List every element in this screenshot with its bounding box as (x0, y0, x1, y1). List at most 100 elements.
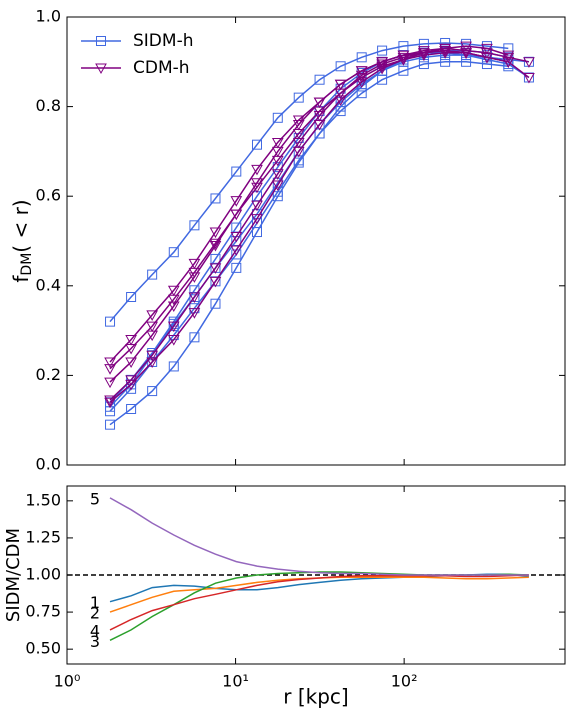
y-tick-label: 0.6 (36, 186, 61, 205)
y-label-main: f (9, 275, 33, 283)
marker (231, 262, 242, 273)
marker (146, 350, 159, 362)
x-tick-label: 10² (391, 672, 418, 691)
marker (418, 50, 430, 62)
marker (271, 169, 284, 180)
marker (271, 146, 284, 158)
marker (188, 292, 201, 304)
marker (460, 48, 472, 59)
line (109, 49, 530, 383)
marker (292, 137, 305, 149)
marker (125, 344, 137, 355)
y-label-rest: ( < r) (9, 199, 33, 252)
marker (168, 247, 179, 258)
marker (230, 209, 243, 221)
marker (231, 166, 242, 177)
marker (271, 137, 284, 149)
marker (251, 178, 263, 189)
marker (251, 227, 262, 238)
marker (356, 52, 367, 63)
line (109, 497, 529, 576)
marker (188, 308, 201, 319)
marker (209, 263, 222, 274)
y-tick-label: 0.4 (36, 275, 61, 294)
marker (439, 46, 451, 57)
line (109, 52, 509, 370)
marker (167, 321, 180, 333)
y-label-sub: DM (19, 253, 35, 276)
y-axis-label: SIDM/CDM (3, 528, 24, 622)
marker (397, 52, 410, 64)
marker (418, 48, 430, 59)
marker (271, 180, 284, 192)
marker (398, 65, 409, 76)
marker (167, 294, 180, 306)
marker (209, 227, 222, 239)
marker (146, 330, 159, 342)
y-tick-label: 1.00 (25, 565, 61, 584)
x-tick-label: 10¹ (222, 672, 249, 691)
y-tick-label: 0.8 (36, 96, 61, 115)
marker (146, 357, 159, 368)
marker (104, 364, 116, 375)
marker (502, 50, 515, 62)
marker (272, 191, 283, 202)
marker (355, 70, 368, 82)
legend-marker (96, 36, 106, 46)
x-tick-label: 10⁰ (54, 672, 81, 691)
line (109, 52, 530, 403)
marker (523, 57, 535, 68)
marker (230, 232, 243, 243)
marker (439, 43, 451, 55)
marker (104, 377, 116, 389)
marker (147, 386, 158, 397)
marker (251, 214, 263, 225)
marker (355, 77, 368, 88)
marker (126, 404, 137, 414)
marker (460, 41, 472, 53)
marker (292, 146, 305, 158)
marker (105, 419, 116, 430)
line (109, 42, 509, 323)
marker (293, 157, 304, 168)
marker (481, 54, 492, 65)
curve-label: 3 (90, 632, 100, 651)
marker (251, 139, 262, 150)
line (109, 45, 509, 403)
marker (334, 79, 347, 91)
marker (210, 298, 221, 309)
y-tick-label: 0.0 (36, 455, 61, 474)
marker (188, 272, 201, 283)
marker (334, 95, 347, 106)
marker (397, 55, 410, 66)
marker (376, 57, 388, 68)
marker (125, 357, 137, 368)
marker (293, 92, 304, 103)
marker (314, 74, 325, 85)
line (109, 49, 509, 401)
marker (377, 45, 388, 56)
line (109, 574, 529, 631)
marker (335, 61, 346, 72)
marker (126, 292, 137, 302)
curve-label: 5 (90, 489, 100, 508)
marker (313, 111, 326, 122)
marker (313, 97, 326, 109)
y-tick-label: 0.75 (25, 602, 61, 621)
marker (251, 200, 263, 212)
marker (481, 43, 493, 55)
marker (210, 193, 221, 204)
marker (167, 301, 180, 312)
marker (168, 361, 179, 372)
marker (335, 101, 346, 112)
marker (523, 72, 535, 84)
curve-label: 2 (90, 604, 100, 623)
marker (105, 316, 116, 327)
legend-label: CDM-h (133, 58, 190, 78)
marker (125, 379, 137, 391)
plot-frame (66, 16, 566, 466)
marker (292, 120, 305, 131)
marker (189, 220, 200, 231)
line (109, 47, 530, 363)
